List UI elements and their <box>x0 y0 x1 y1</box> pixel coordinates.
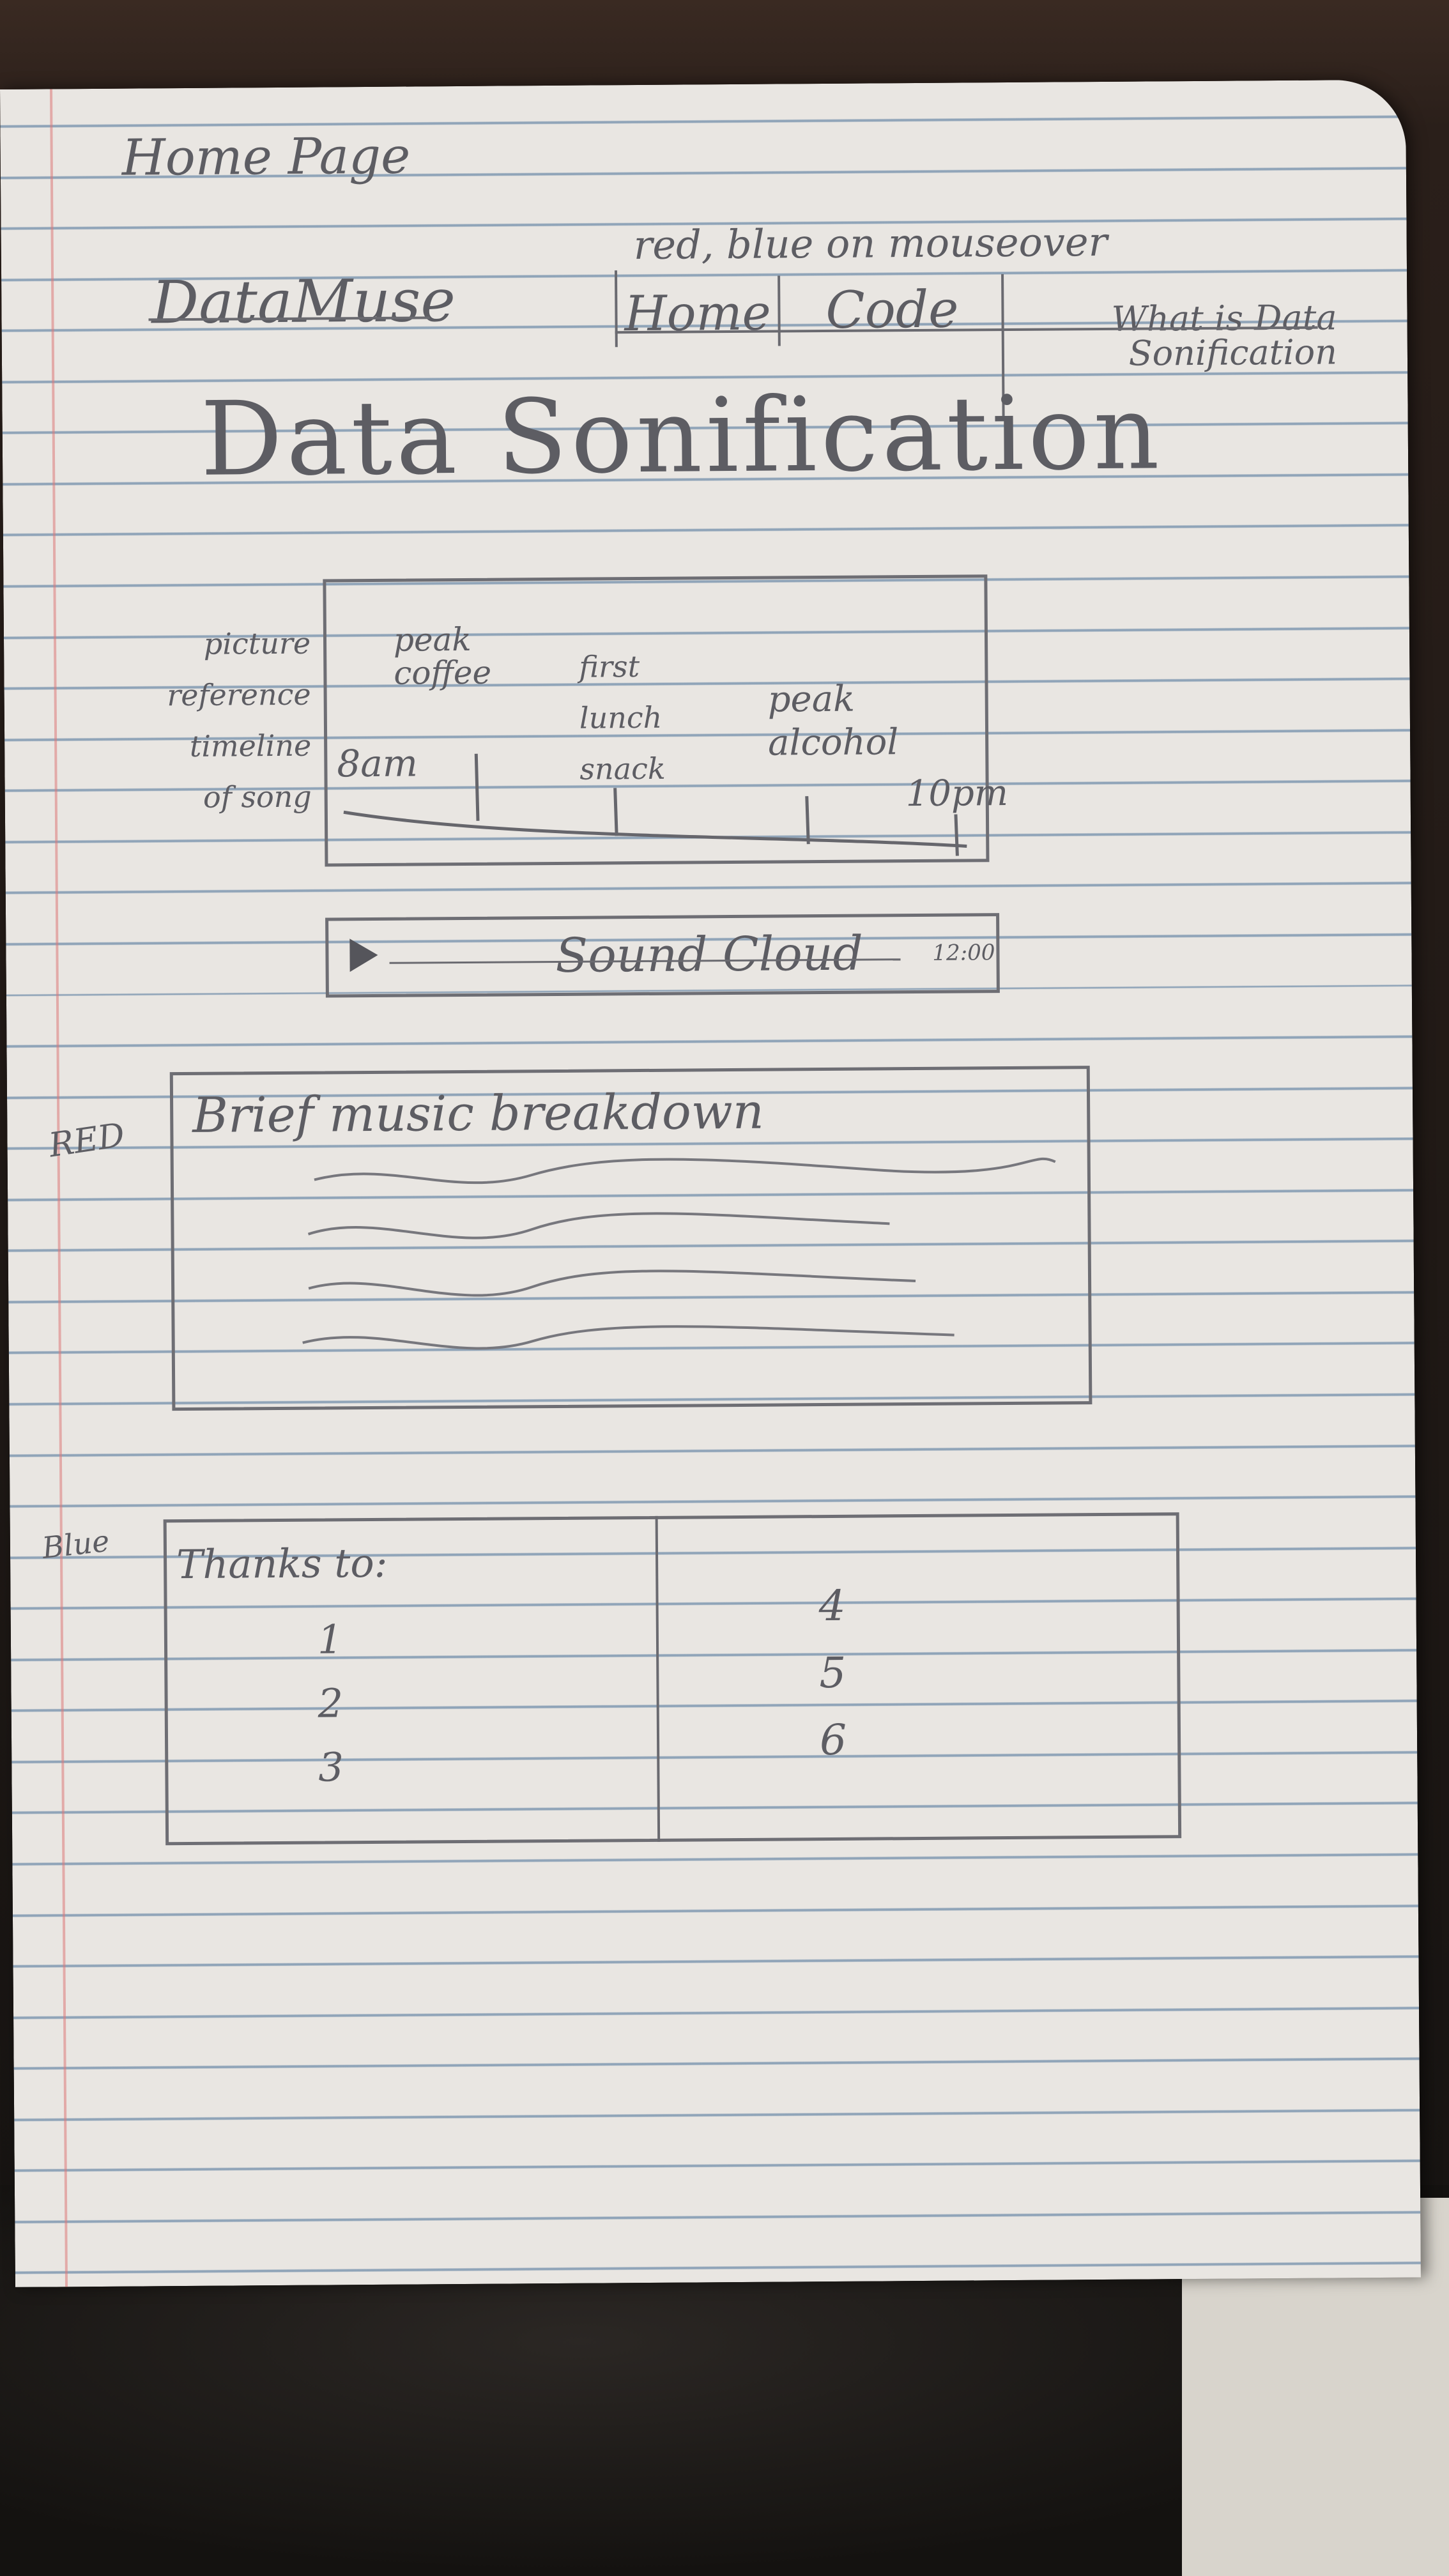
thanks-right-list: 4 5 6 <box>818 1572 847 1774</box>
notebook-page: Home Page red, blue on mouseover DataMus… <box>0 79 1421 2287</box>
thanks-name: 4 <box>818 1581 846 1631</box>
thanks-heading: Thanks to: <box>176 1539 388 1588</box>
timeline-axis <box>343 753 967 856</box>
play-icon[interactable] <box>344 933 383 978</box>
thanks-name: 3 <box>318 1744 344 1791</box>
thanks-name: 6 <box>819 1715 847 1765</box>
blue-note: Blue <box>40 1523 111 1565</box>
thanks-name: 1 <box>317 1616 343 1663</box>
thanks-name: 2 <box>318 1680 344 1727</box>
breakdown-scribble <box>302 1157 1056 1350</box>
thanks-name: 5 <box>819 1648 847 1698</box>
thanks-left-list: 1 2 3 <box>318 1607 344 1799</box>
